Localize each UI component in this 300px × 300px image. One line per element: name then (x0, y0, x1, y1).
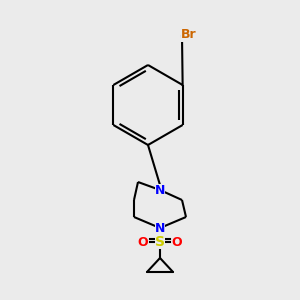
Text: O: O (172, 236, 182, 248)
Text: S: S (155, 235, 165, 249)
Text: N: N (155, 221, 165, 235)
Text: O: O (138, 236, 148, 248)
Text: Br: Br (181, 28, 197, 41)
Text: N: N (155, 184, 165, 196)
